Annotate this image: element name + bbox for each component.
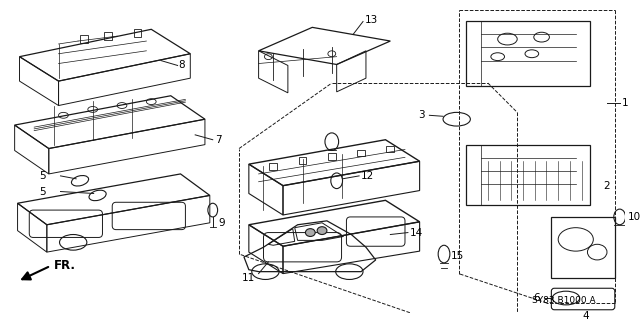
Text: 3: 3: [418, 110, 424, 120]
Ellipse shape: [305, 229, 316, 236]
Bar: [328, 153, 336, 160]
Text: 15: 15: [451, 251, 464, 261]
Text: 2: 2: [603, 181, 610, 191]
Bar: [134, 29, 141, 37]
Text: 12: 12: [361, 171, 374, 181]
Text: FR.: FR.: [54, 259, 76, 272]
Bar: [299, 157, 307, 164]
Text: 1: 1: [621, 98, 628, 108]
Text: 14: 14: [410, 228, 423, 237]
Text: 7: 7: [214, 135, 221, 145]
Text: 5: 5: [39, 171, 46, 181]
Bar: [357, 149, 365, 156]
Ellipse shape: [317, 227, 327, 235]
Text: 11: 11: [242, 273, 255, 283]
Bar: [104, 32, 112, 40]
Text: 4: 4: [582, 311, 589, 320]
Text: 5: 5: [39, 187, 46, 196]
Bar: [387, 146, 394, 152]
Bar: [269, 163, 277, 170]
Text: 8: 8: [179, 60, 185, 70]
Text: 13: 13: [365, 14, 378, 25]
Text: 9: 9: [219, 218, 225, 228]
Text: 6: 6: [533, 293, 540, 303]
Bar: [80, 35, 88, 43]
Text: 10: 10: [627, 212, 640, 222]
Text: SY83 B1000 A: SY83 B1000 A: [532, 296, 595, 306]
